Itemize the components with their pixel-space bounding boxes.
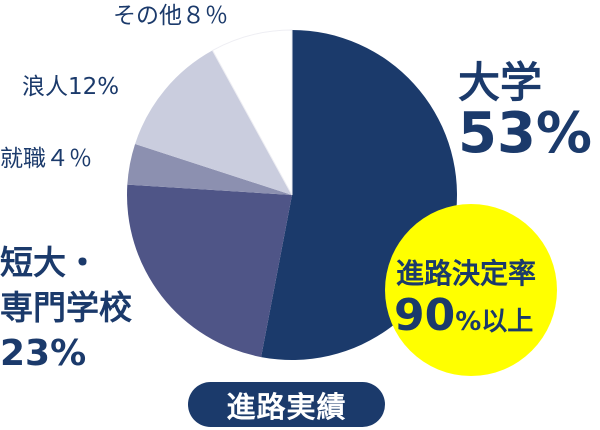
pie-slice-4 — [211, 29, 293, 196]
label-univ: 大学 — [458, 58, 543, 107]
callout-number: 90 — [394, 290, 456, 341]
label-college-line1: 短大・ — [0, 243, 99, 282]
callout-line1: 進路決定率 — [396, 257, 537, 290]
pie-slice-1 — [126, 184, 292, 358]
label-ronin: 浪人12% — [22, 74, 120, 100]
label-job: 就職４％ — [0, 146, 92, 172]
callout-unit: %以上 — [455, 307, 534, 337]
pie-slice-2 — [127, 144, 292, 195]
callout-line2: 90%以上 — [394, 294, 533, 338]
label-college-line2: 専門学校 — [0, 288, 132, 327]
label-other: その他８％ — [113, 3, 228, 29]
pie-slice-3 — [135, 50, 292, 196]
label-college-pct: 23% — [0, 333, 87, 374]
title-badge: 進路実績 — [188, 382, 385, 427]
label-univ-pct: 53% — [458, 101, 593, 166]
callout-circle — [385, 204, 557, 376]
